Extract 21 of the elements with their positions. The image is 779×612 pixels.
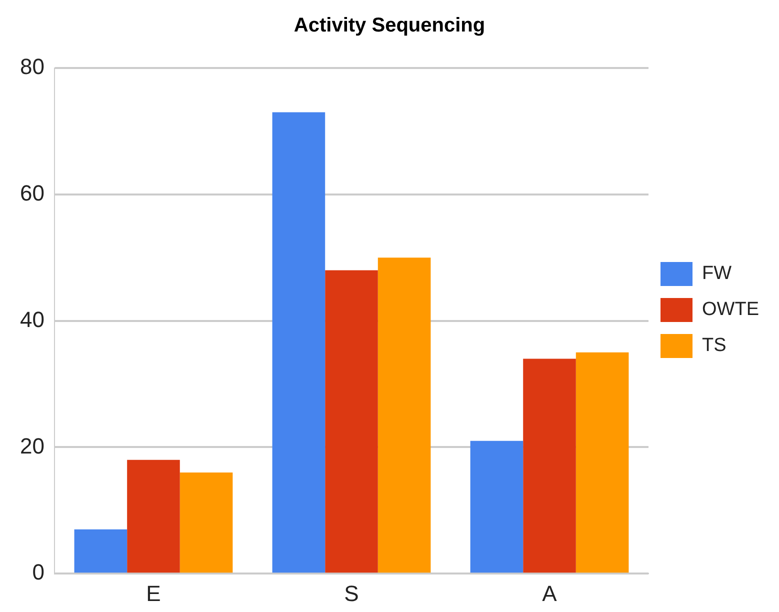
- bar: [378, 258, 431, 573]
- x-tick-label: A: [542, 580, 558, 606]
- y-tick-label: 40: [20, 306, 44, 332]
- y-tick-label: 60: [20, 180, 44, 206]
- x-tick-label: E: [146, 580, 161, 606]
- y-tick-label: 0: [32, 560, 44, 585]
- bar: [523, 358, 576, 573]
- x-tick-label: S: [344, 580, 359, 606]
- bar: [576, 352, 629, 573]
- bar: [325, 270, 378, 573]
- legend-label: TS: [702, 335, 726, 356]
- bar: [272, 112, 326, 573]
- bar: [180, 472, 233, 573]
- bar: [74, 529, 128, 573]
- y-tick-label: 80: [20, 54, 44, 80]
- chart-title: Activity Sequencing: [294, 14, 486, 37]
- bar: [127, 460, 180, 573]
- legend-label: FW: [702, 263, 732, 284]
- legend-label: OWTE: [702, 299, 760, 320]
- bar: [470, 440, 524, 573]
- y-tick-label: 20: [20, 433, 44, 458]
